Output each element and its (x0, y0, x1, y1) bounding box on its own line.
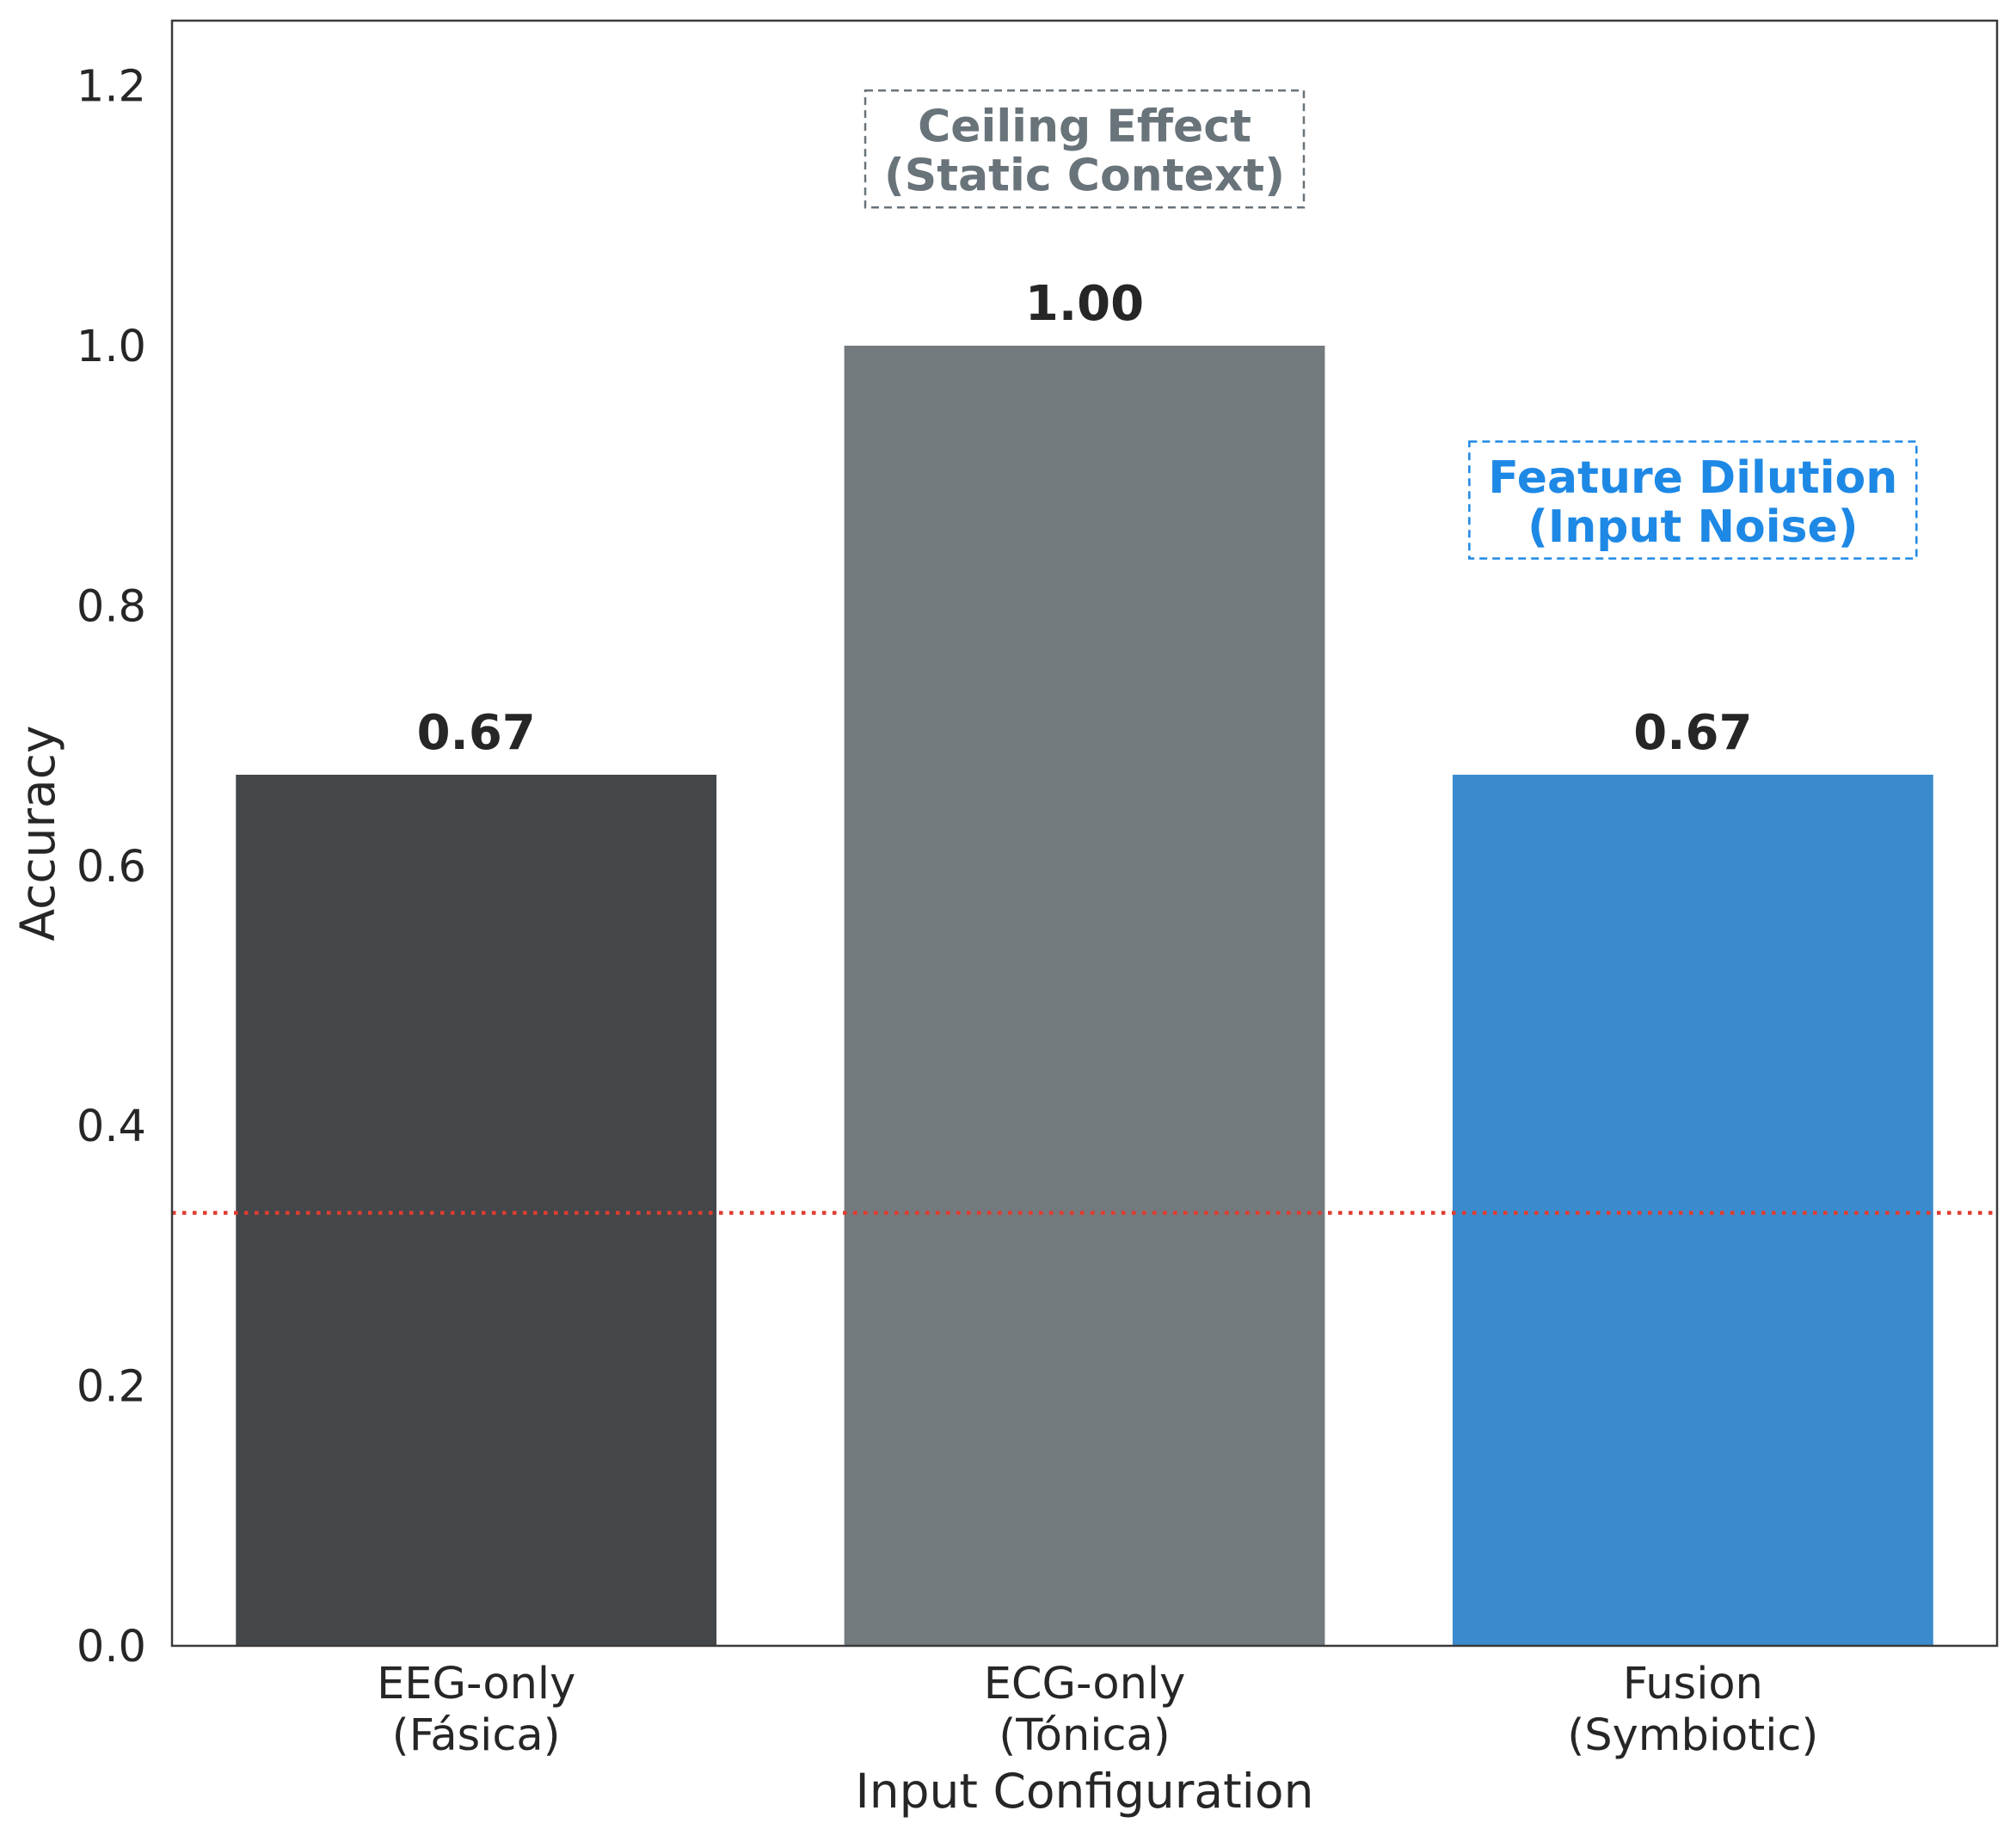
bar (236, 774, 717, 1646)
bar-value-label: 0.67 (1633, 705, 1752, 761)
x-axis-title: Input Configuration (856, 1764, 1314, 1819)
bar-value-label: 0.67 (417, 705, 536, 761)
plot-area: 0.0 0.2 0.4 0.6 0.8 1.0 1.2 EEG-only(Fásica) ECG… (77, 19, 1999, 1761)
y-tick-label: 0.0 (77, 1622, 146, 1672)
y-tick-label: 1.2 (77, 62, 146, 113)
annotation-text: (Static Context) (884, 150, 1285, 202)
annotation-text: Ceiling Effect (918, 101, 1251, 153)
annotation-box (864, 89, 1306, 209)
plot-frame (170, 19, 1999, 1648)
y-tick-label: 0.8 (77, 581, 146, 632)
x-tick-label: ECG-only (984, 1659, 1186, 1709)
annotation: Feature Dilution(Input Noise) (1468, 440, 1918, 560)
x-tick-label: Fusion (1623, 1659, 1763, 1709)
y-tick-label: 0.2 (77, 1362, 146, 1413)
y-tick-label: 0.4 (77, 1102, 146, 1152)
y-axis-title: Accuracy (10, 725, 65, 941)
x-tick-label: (Symbiotic) (1567, 1710, 1818, 1761)
bar (844, 346, 1325, 1646)
bar-value-label: 1.00 (1025, 276, 1144, 332)
y-tick-label: 0.6 (77, 842, 146, 893)
annotation: Ceiling Effect(Static Context) (864, 89, 1306, 209)
annotation-text: (Input Noise) (1527, 501, 1858, 553)
annotation-box (1468, 440, 1918, 560)
x-tick-label: EEG-only (377, 1659, 575, 1709)
x-tick-label: (Fásica) (392, 1710, 561, 1761)
bar (1452, 774, 1933, 1646)
y-tick-label: 1.0 (77, 322, 146, 372)
x-tick-label: (Tónica) (999, 1710, 1170, 1761)
annotation-text: Feature Dilution (1488, 452, 1897, 504)
